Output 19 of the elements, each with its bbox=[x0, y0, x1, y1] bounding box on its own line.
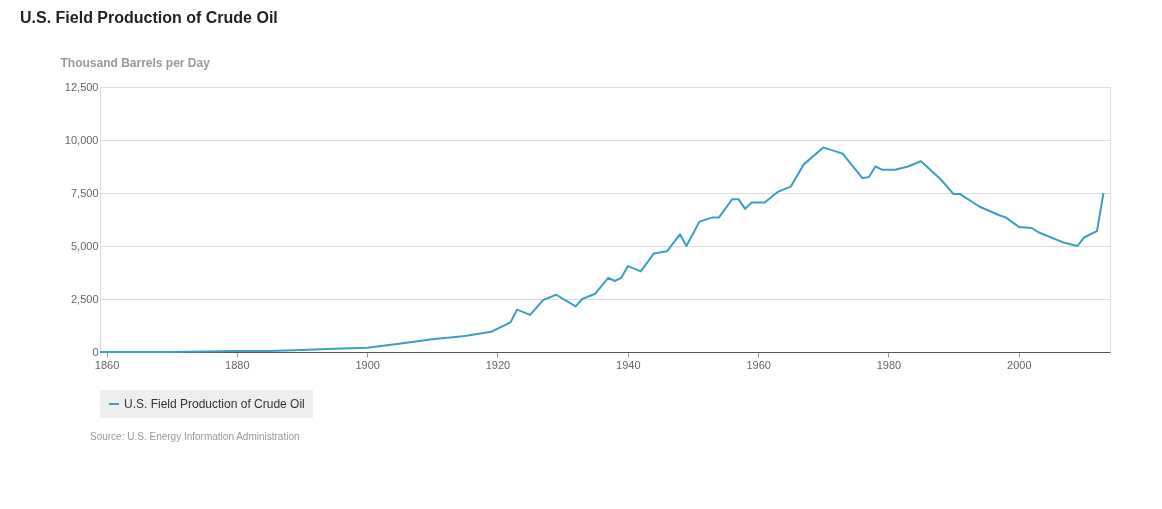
y-tick-label: 7,500 bbox=[70, 186, 99, 199]
x-tick-label: 1940 bbox=[616, 358, 641, 371]
x-tick-label: 1980 bbox=[876, 358, 902, 371]
line-series bbox=[99, 146, 1105, 353]
y-axis-title: Thousand Barrels per Day bbox=[60, 55, 211, 70]
x-tick-label: 1900 bbox=[355, 358, 380, 371]
y-tick-label: 5,000 bbox=[70, 239, 99, 252]
legend-label: U.S. Field Production of Crude Oil bbox=[124, 397, 305, 411]
x-tick-label: 1920 bbox=[485, 358, 511, 371]
chart-title: U.S. Field Production of Crude Oil bbox=[20, 9, 278, 26]
x-tick-label: 2000 bbox=[1007, 358, 1032, 371]
x-tick-label: 1880 bbox=[225, 358, 250, 371]
y-tick-label: 10,000 bbox=[64, 133, 99, 146]
y-tick-label: 2,500 bbox=[70, 292, 99, 305]
x-tick-label: 1960 bbox=[746, 358, 771, 371]
x-tick-label: 1860 bbox=[94, 358, 120, 371]
y-tick-label: 0 bbox=[92, 345, 99, 358]
y-tick-label: 12,500 bbox=[64, 80, 99, 93]
source-note: Source: U.S. Energy Information Administration bbox=[90, 431, 300, 442]
